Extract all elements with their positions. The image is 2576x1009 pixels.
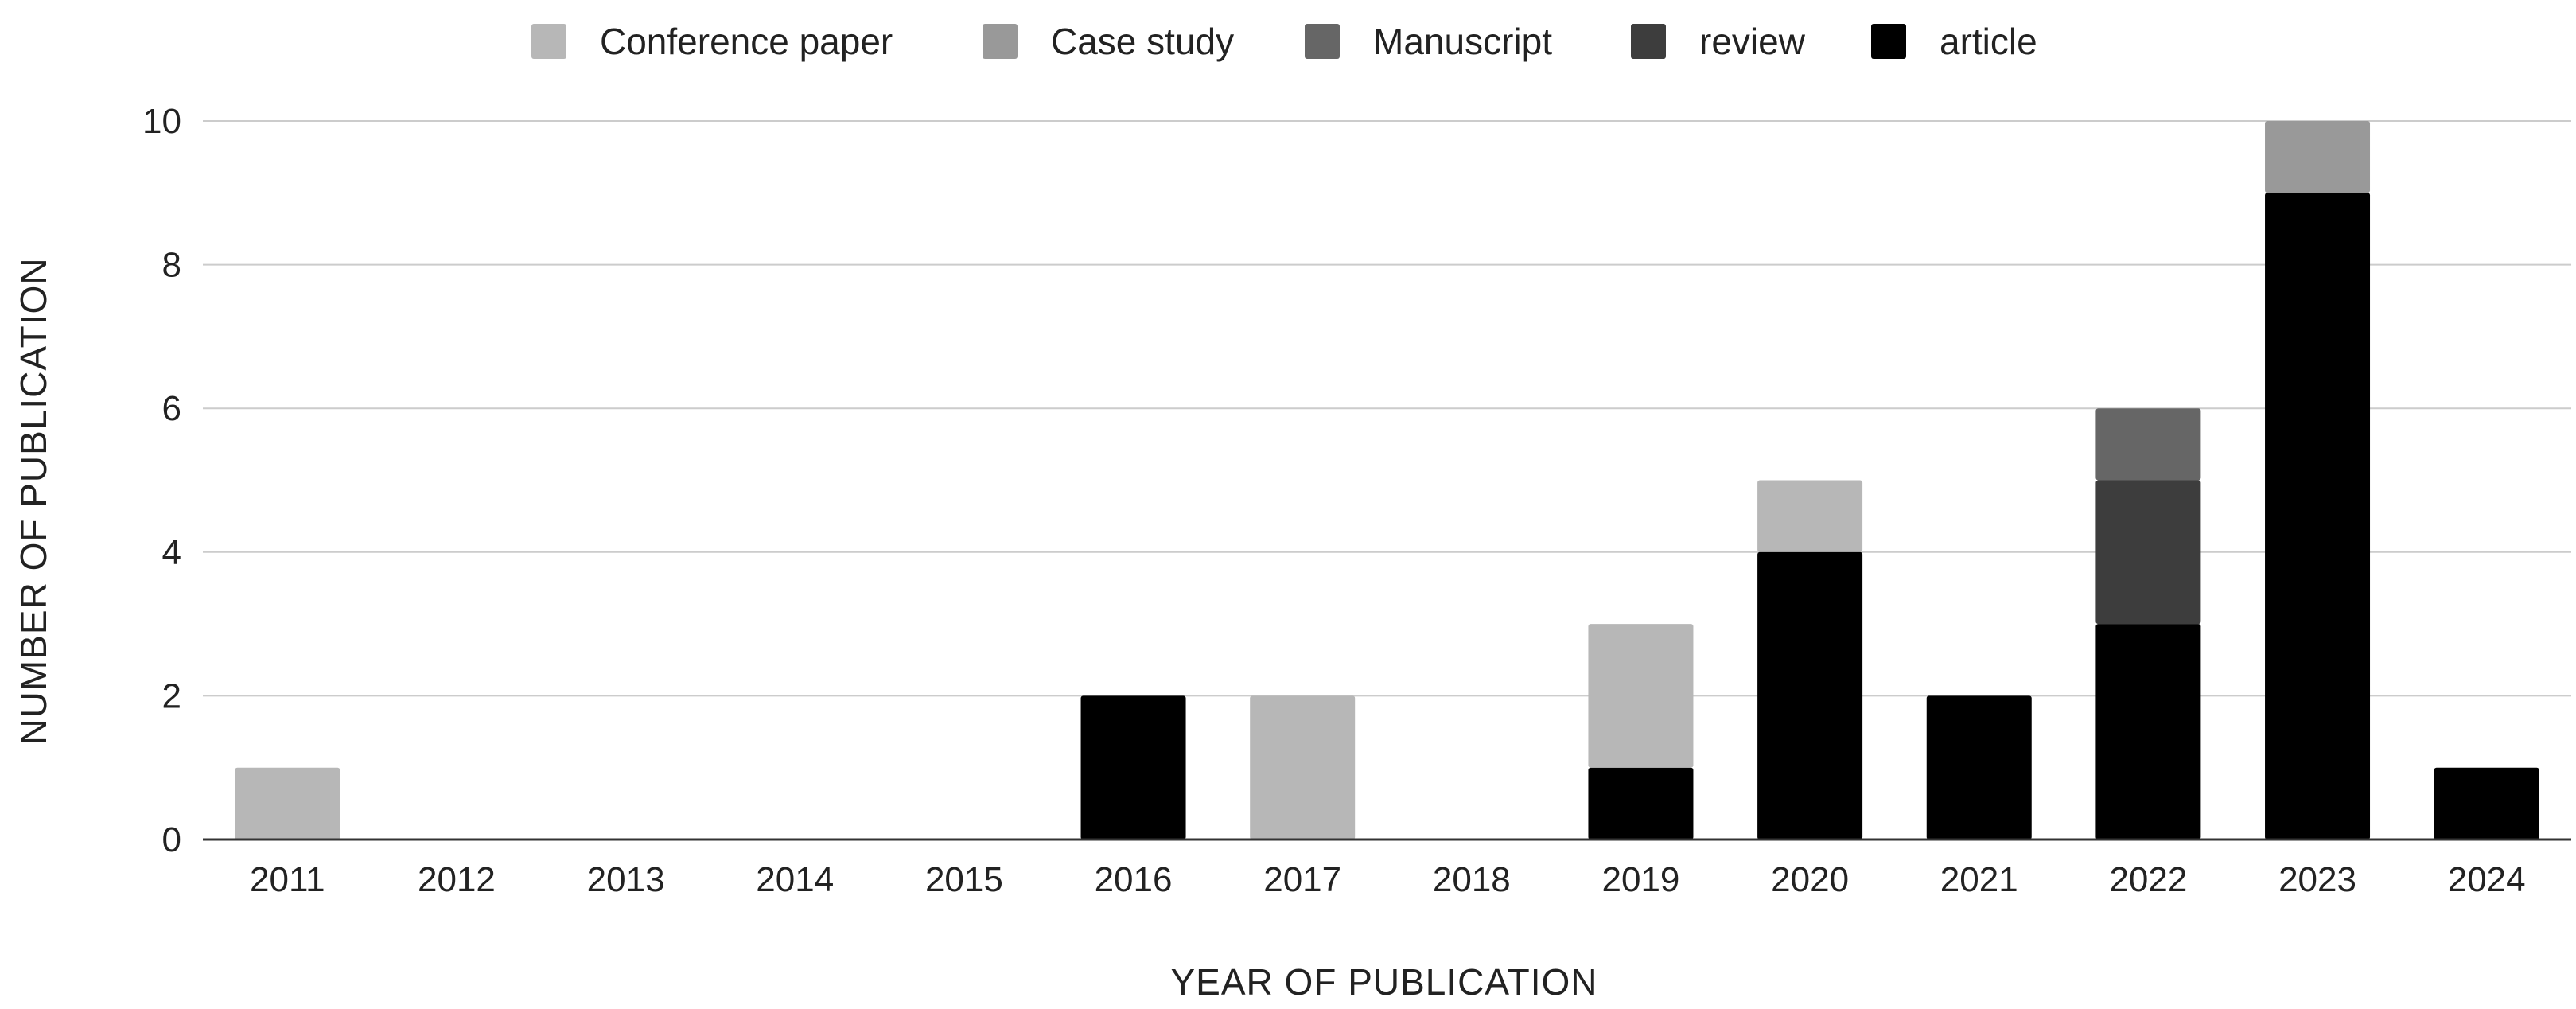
bar-2020-article bbox=[1757, 551, 1863, 840]
bar-2022-article bbox=[2095, 624, 2201, 840]
legend-label: review bbox=[1699, 21, 1806, 62]
legend-swatch-manuscript bbox=[1305, 24, 1340, 59]
y-tick-label: 2 bbox=[162, 676, 181, 715]
x-tick-label: 2017 bbox=[1263, 860, 1341, 899]
legend-swatch-review bbox=[1631, 24, 1666, 59]
x-tick-label: 2016 bbox=[1095, 860, 1173, 899]
y-tick-label: 6 bbox=[162, 389, 181, 428]
bar-2022-manuscript bbox=[2095, 408, 2201, 481]
bar-2016-article bbox=[1080, 695, 1186, 840]
bar-2017-conference-paper bbox=[1250, 695, 1356, 840]
x-tick-label: 2015 bbox=[925, 860, 1003, 899]
legend-swatch-case-study bbox=[983, 24, 1018, 59]
x-tick-label: 2018 bbox=[1433, 860, 1511, 899]
y-axis-ticks: 0 2 4 6 8 10 bbox=[142, 102, 181, 859]
x-tick-label: 2014 bbox=[756, 860, 834, 899]
y-tick-label: 4 bbox=[162, 533, 181, 572]
y-axis-title: NUMBER OF PUBLICATION bbox=[13, 257, 54, 745]
x-tick-label: 2019 bbox=[1602, 860, 1680, 899]
legend-label: Conference paper bbox=[600, 21, 893, 62]
y-tick-label: 10 bbox=[142, 102, 181, 141]
bar-2024-article bbox=[2434, 767, 2539, 840]
x-tick-label: 2022 bbox=[2109, 860, 2187, 899]
gridlines bbox=[203, 120, 2571, 697]
legend-label: Manuscript bbox=[1373, 21, 1552, 62]
x-tick-label: 2021 bbox=[1940, 860, 2018, 899]
y-tick-label: 8 bbox=[162, 246, 181, 285]
x-tick-label: 2011 bbox=[250, 860, 325, 899]
bar-2019-conference-paper bbox=[1588, 624, 1694, 768]
bar-2020-conference-paper bbox=[1757, 480, 1863, 552]
x-axis-ticks: 2011 2012 2013 2014 2015 2016 2017 2018 2019 2020… bbox=[250, 860, 2526, 899]
y-tick-label: 0 bbox=[162, 820, 181, 859]
x-tick-label: 2020 bbox=[1771, 860, 1849, 899]
bar-2023-case-study bbox=[2265, 121, 2371, 193]
bar-2019-article bbox=[1588, 767, 1694, 840]
bar-2023-article bbox=[2265, 193, 2371, 840]
x-axis-title: YEAR OF PUBLICATION bbox=[1170, 961, 1597, 1003]
bar-2011-conference-paper bbox=[235, 767, 340, 840]
legend-label: article bbox=[1940, 21, 2037, 62]
legend-swatch-article bbox=[1871, 24, 1906, 59]
x-tick-label: 2023 bbox=[2278, 860, 2356, 899]
x-tick-label: 2024 bbox=[2448, 860, 2526, 899]
bar-2021-article bbox=[1926, 695, 2032, 840]
x-tick-label: 2012 bbox=[418, 860, 496, 899]
bar-2022-review bbox=[2095, 480, 2201, 625]
bars bbox=[235, 121, 2539, 840]
legend-swatch-conference-paper bbox=[531, 24, 566, 59]
legend: Conference paper Case study Manuscript revi… bbox=[531, 21, 2037, 62]
legend-label: Case study bbox=[1051, 21, 1234, 62]
x-tick-label: 2013 bbox=[587, 860, 665, 899]
